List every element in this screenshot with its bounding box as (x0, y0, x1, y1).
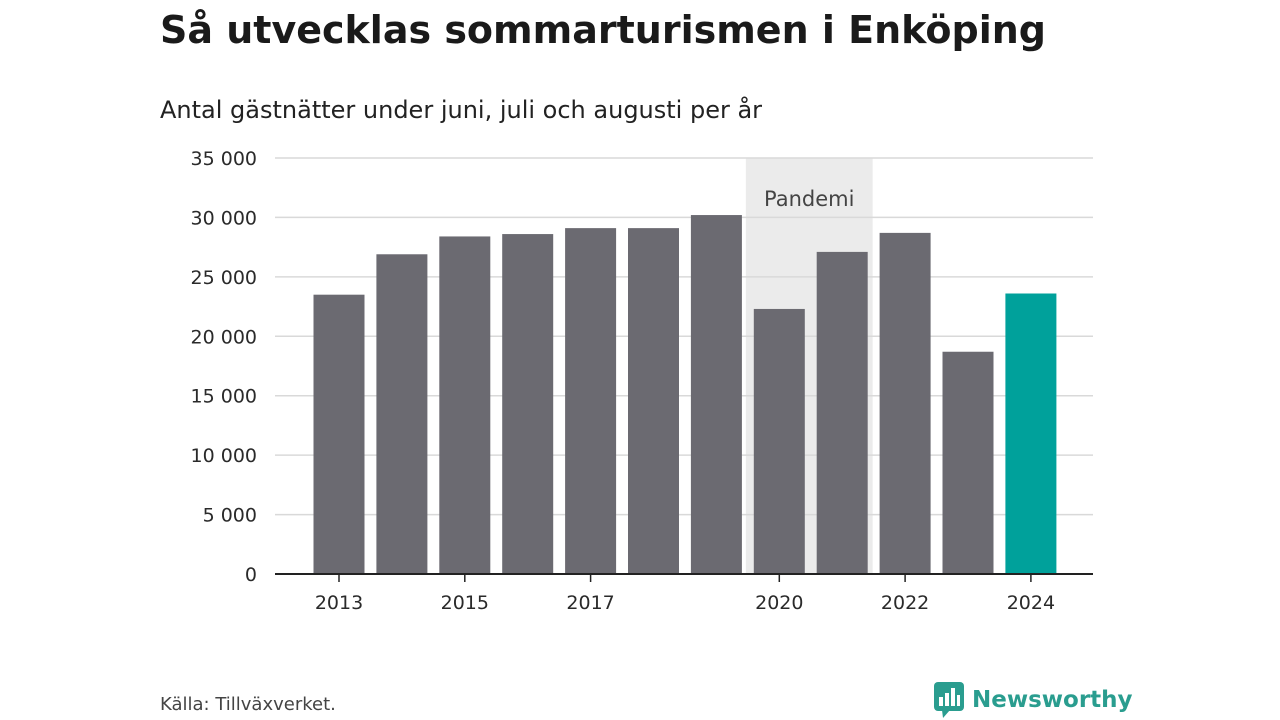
bar-2013 (313, 294, 365, 574)
bar-2015 (439, 236, 491, 574)
x-tick-label: 2024 (1007, 592, 1055, 614)
chart-speech-bubble-icon (934, 682, 964, 718)
y-tick-label: 20 000 (191, 326, 257, 348)
y-tick-label: 35 000 (191, 148, 257, 170)
y-tick-label: 5 000 (203, 505, 257, 527)
y-tick-label: 15 000 (191, 386, 257, 408)
x-tick-label: 2020 (755, 592, 803, 614)
bar-2017 (565, 228, 617, 574)
y-tick-label: 30 000 (191, 207, 257, 229)
pandemic-band-label: Pandemi (764, 187, 854, 211)
y-tick-label: 10 000 (191, 445, 257, 467)
bar-2021 (816, 251, 868, 574)
x-tick-label: 2022 (881, 592, 929, 614)
x-tick-label: 2013 (315, 592, 363, 614)
y-tick-label: 25 000 (191, 267, 257, 289)
bar-2020 (753, 308, 805, 574)
brand-name: Newsworthy (972, 687, 1133, 713)
x-tick-label: 2015 (441, 592, 489, 614)
y-tick-label: 0 (245, 564, 257, 586)
bar-2018 (628, 228, 679, 574)
bar-2019 (690, 215, 742, 574)
bar-2022 (879, 232, 931, 574)
bar-2016 (502, 234, 554, 574)
bar-2014 (376, 254, 428, 574)
bar-2023 (942, 351, 994, 574)
chart-title: Så utvecklas sommarturismen i Enköping (160, 8, 1046, 52)
source-note: Källa: Tillväxverket. (160, 694, 336, 715)
brand-logo: Newsworthy (934, 682, 1133, 718)
x-tick-label: 2017 (566, 592, 614, 614)
bar-2024 (1005, 293, 1057, 574)
chart-subtitle: Antal gästnätter under juni, juli och au… (160, 96, 763, 124)
